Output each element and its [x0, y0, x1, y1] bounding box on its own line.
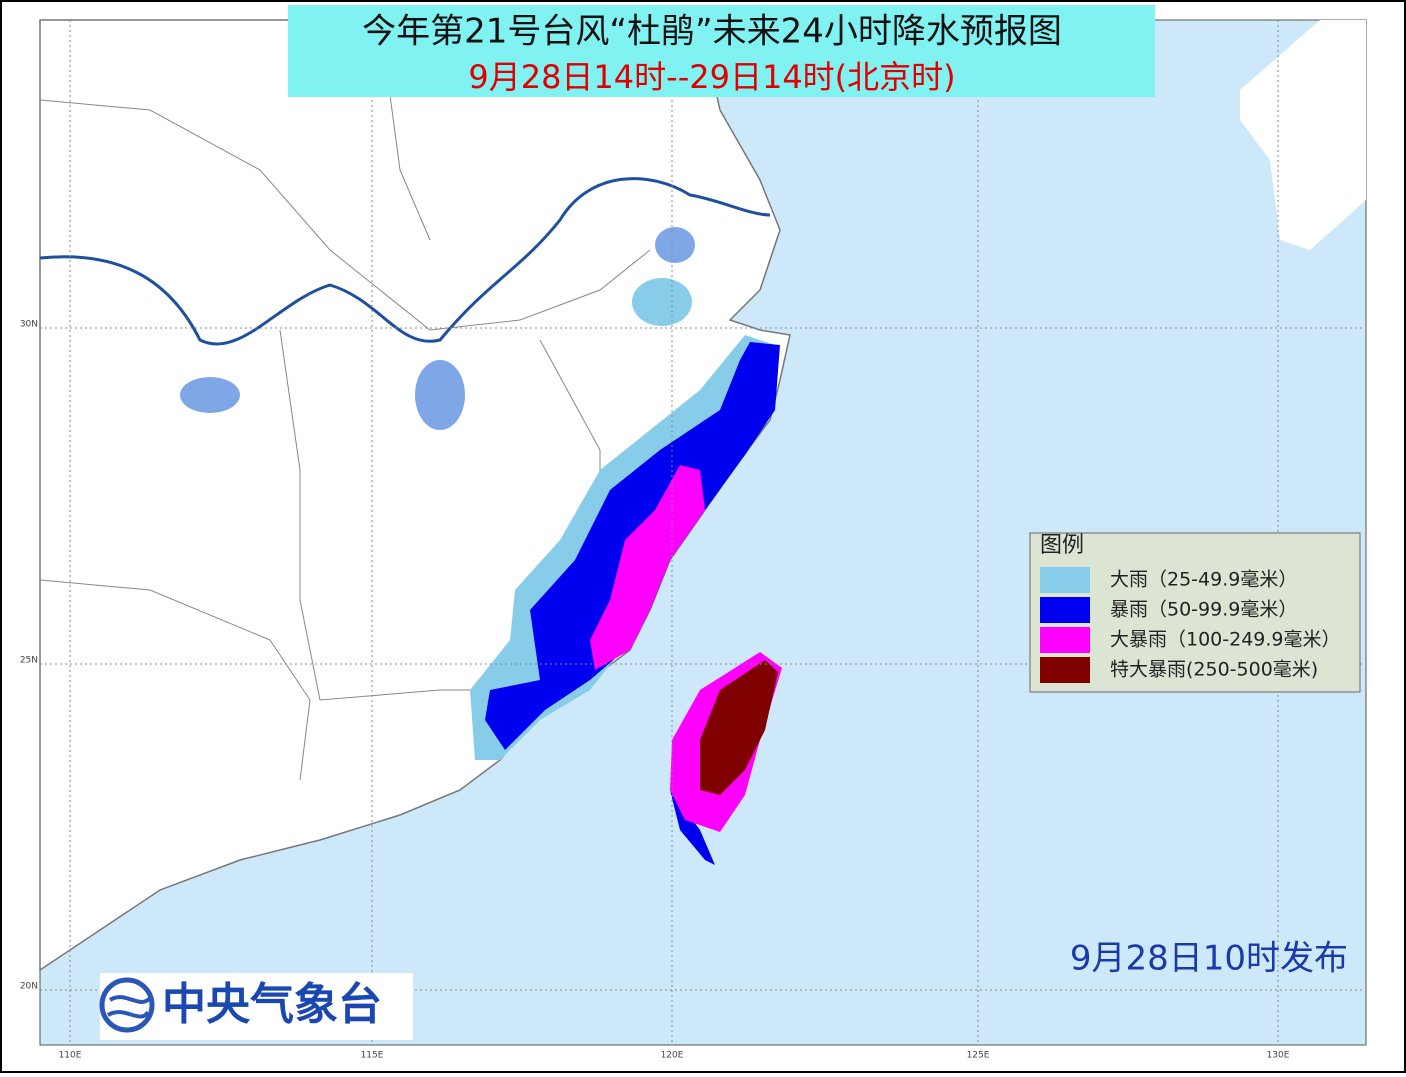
legend-swatch [1040, 657, 1090, 683]
yangtze-river [39, 177, 771, 346]
legend-label: 暴雨（50-99.9毫米） [1110, 599, 1297, 621]
legend-label: 特大暴雨(250-500毫米) [1110, 659, 1318, 681]
island [1240, 20, 1366, 250]
longitude-label: 125E [967, 1051, 990, 1061]
lake [655, 227, 695, 263]
border [279, 329, 470, 701]
legend-swatch [1040, 597, 1090, 623]
latitude-label: 25N [20, 656, 38, 666]
latitude-label: 30N [20, 320, 38, 330]
lake [415, 360, 465, 430]
latitude-label: 20N [20, 982, 38, 992]
legend-title: 图例 [1040, 533, 1084, 558]
longitude-label: 120E [661, 1051, 684, 1061]
legend-label: 大雨（25-49.9毫米） [1110, 569, 1297, 591]
title: 今年第21号台风“杜鹃”未来24小时降水预报图 [362, 12, 1062, 52]
longitude-label: 130E [1267, 1051, 1290, 1061]
legend-swatch [1040, 567, 1090, 593]
legend-label: 大暴雨（100-249.9毫米） [1110, 629, 1341, 651]
subtitle: 9月28日14时--29日14时(北京时) [468, 58, 955, 96]
lakes [180, 227, 695, 430]
rain-zone [700, 660, 778, 795]
longitude-label: 115E [361, 1051, 384, 1061]
agency-logo-mark [106, 995, 152, 1019]
agency-name: 中央气象台 [162, 979, 382, 1030]
border [39, 579, 311, 781]
legend-swatch [1040, 627, 1090, 653]
agency-logo [99, 977, 155, 1033]
issued: 9月28日10时发布 [1070, 939, 1348, 979]
graticule-labels: 30N 25N 20N 110E 115E 120E 125E 130E [20, 320, 1290, 1061]
rain-zone [590, 465, 705, 670]
title-box [288, 5, 1155, 97]
longitude-label: 110E [59, 1051, 82, 1061]
rain-zone [632, 278, 692, 326]
border [39, 99, 651, 331]
lake [180, 377, 240, 413]
legend: 大雨（25-49.9毫米） 暴雨（50-99.9毫米） 大暴雨（100-249.9毫… [1040, 567, 1341, 683]
